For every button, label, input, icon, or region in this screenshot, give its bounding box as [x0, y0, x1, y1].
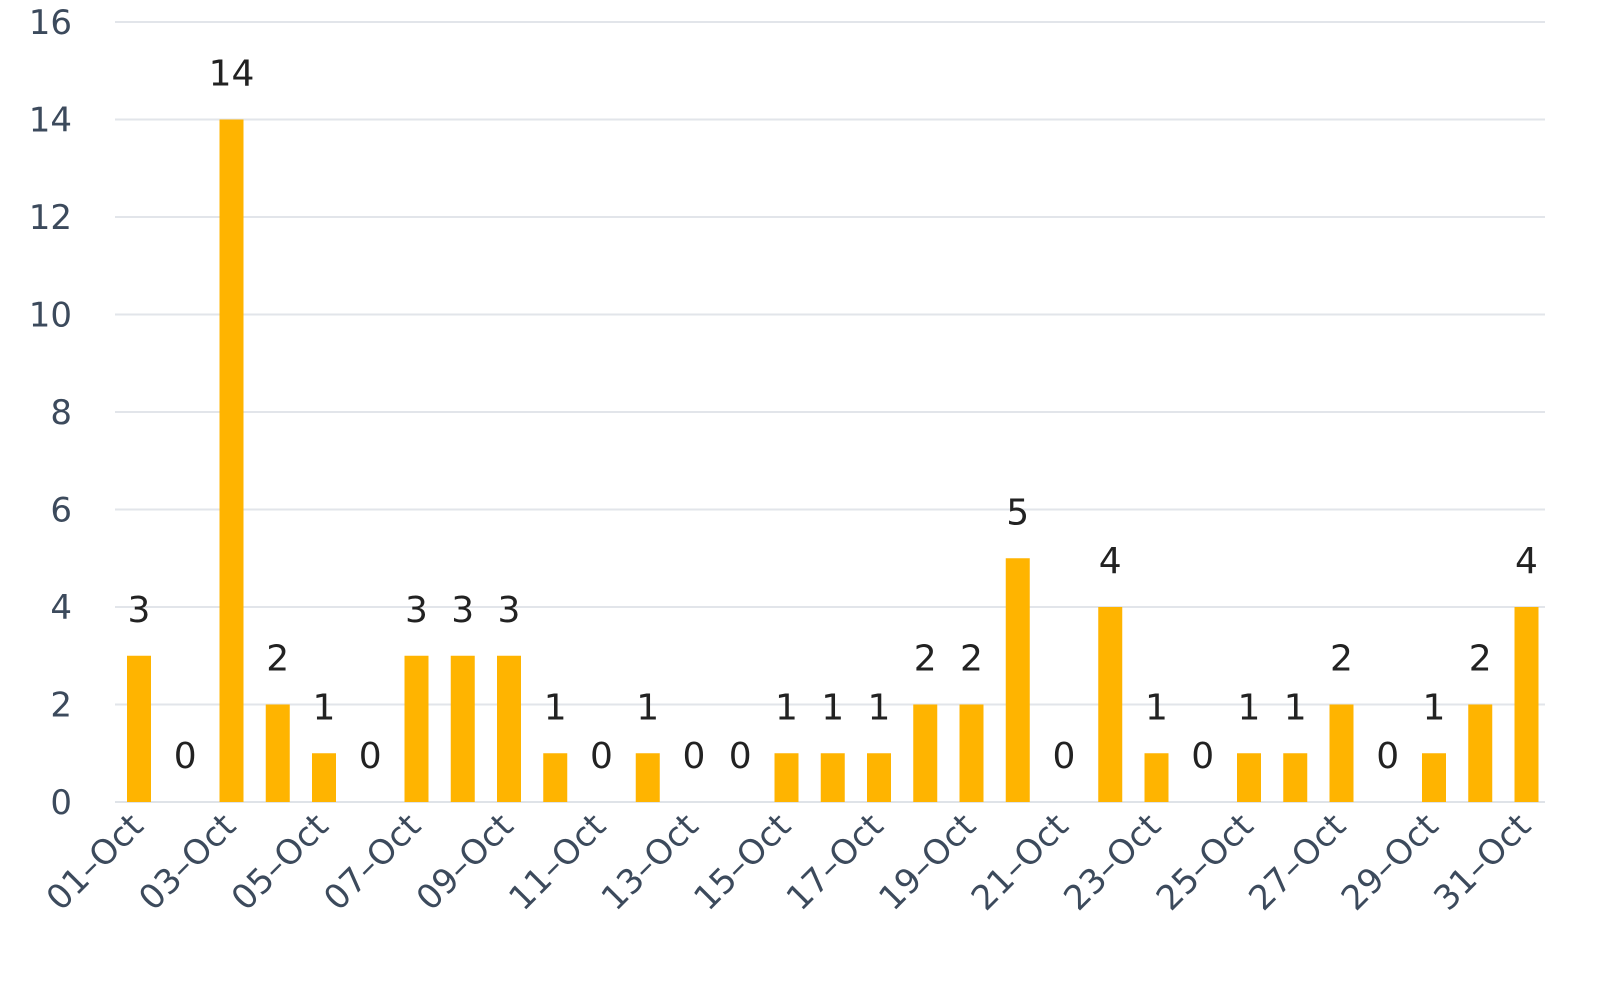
y-tick-label: 4 — [50, 588, 72, 628]
y-tick-label: 2 — [50, 686, 72, 726]
data-label: 5 — [1006, 492, 1029, 533]
x-tick-label: 27–Oct — [1241, 806, 1353, 918]
data-label: 2 — [914, 639, 937, 680]
data-label: 1 — [775, 687, 798, 728]
x-tick-label: 07–Oct — [316, 806, 428, 918]
y-tick-label: 6 — [50, 491, 72, 531]
bar[interactable] — [1283, 753, 1308, 802]
bar[interactable] — [497, 655, 521, 802]
data-label: 0 — [1376, 736, 1399, 777]
bar[interactable] — [312, 753, 336, 802]
data-label: 1 — [544, 687, 567, 728]
x-tick-label: 25–Oct — [1149, 806, 1261, 918]
x-tick-label: 11–Oct — [501, 806, 613, 918]
data-label: 14 — [209, 54, 255, 95]
data-label: 1 — [1284, 687, 1307, 728]
bar[interactable] — [774, 753, 799, 802]
bar[interactable] — [219, 119, 244, 803]
data-label: 0 — [174, 736, 197, 777]
data-label: 2 — [1330, 639, 1353, 680]
bar[interactable] — [1144, 753, 1169, 802]
data-label: 2 — [266, 639, 289, 680]
bar[interactable] — [635, 753, 660, 802]
data-label: 0 — [590, 736, 613, 777]
x-tick-label: 17–Oct — [779, 806, 891, 918]
data-label: 3 — [451, 590, 474, 631]
x-tick-label: 21–Oct — [964, 806, 1076, 918]
bar[interactable] — [1098, 607, 1123, 802]
data-label: 2 — [960, 639, 983, 680]
data-label: 1 — [1145, 687, 1168, 728]
data-label: 0 — [683, 736, 706, 777]
y-tick-label: 16 — [29, 3, 72, 43]
data-label: 0 — [729, 736, 752, 777]
bar[interactable] — [1468, 704, 1493, 803]
bar[interactable] — [1422, 753, 1446, 802]
data-label: 4 — [1099, 541, 1122, 582]
x-tick-label: 19–Oct — [871, 806, 983, 918]
bar[interactable] — [867, 753, 891, 802]
x-tick-label: 29–Oct — [1334, 806, 1446, 918]
bar[interactable] — [1005, 558, 1030, 802]
data-label: 1 — [821, 687, 844, 728]
data-label: 0 — [1053, 736, 1076, 777]
data-label: 1 — [636, 687, 659, 728]
x-tick-label: 09–Oct — [409, 806, 521, 918]
data-label: 2 — [1469, 639, 1492, 680]
data-label: 1 — [1238, 687, 1261, 728]
x-tick-label: 05–Oct — [224, 806, 336, 918]
bars — [127, 119, 1539, 803]
data-label: 1 — [1423, 687, 1446, 728]
bar[interactable] — [450, 655, 475, 802]
data-label: 0 — [359, 736, 382, 777]
bar[interactable] — [1329, 704, 1354, 803]
data-label: 4 — [1515, 541, 1538, 582]
bar[interactable] — [820, 753, 845, 802]
y-tick-label: 14 — [29, 101, 72, 141]
bar[interactable] — [404, 655, 429, 802]
data-label: 1 — [868, 687, 891, 728]
data-label: 1 — [313, 687, 336, 728]
bar[interactable] — [959, 704, 984, 803]
y-axis-ticks: 0 2 4 6 8 10 12 14 16 — [29, 3, 72, 823]
bar[interactable] — [1514, 607, 1539, 802]
x-tick-label: 23–Oct — [1056, 806, 1168, 918]
x-tick-label: 03–Oct — [131, 806, 243, 918]
data-label: 0 — [1191, 736, 1214, 777]
x-tick-label: 15–Oct — [686, 806, 798, 918]
data-label: 3 — [498, 590, 521, 631]
bar[interactable] — [913, 704, 938, 803]
bar[interactable] — [127, 655, 151, 802]
bar[interactable] — [543, 753, 568, 802]
x-tick-label: 13–Oct — [594, 806, 706, 918]
y-tick-label: 0 — [50, 783, 72, 823]
bar[interactable] — [1237, 753, 1261, 802]
x-tick-label: 31–Oct — [1426, 806, 1538, 918]
bar[interactable] — [265, 704, 290, 803]
data-label: 3 — [128, 590, 151, 631]
grid-layer — [115, 21, 1545, 803]
y-tick-label: 8 — [50, 393, 72, 433]
y-tick-label: 12 — [29, 198, 72, 238]
y-tick-label: 10 — [29, 296, 72, 336]
x-axis-ticks: 01–Oct03–Oct05–Oct07–Oct09–Oct11–Oct13–O… — [39, 806, 1539, 918]
data-label: 3 — [405, 590, 428, 631]
